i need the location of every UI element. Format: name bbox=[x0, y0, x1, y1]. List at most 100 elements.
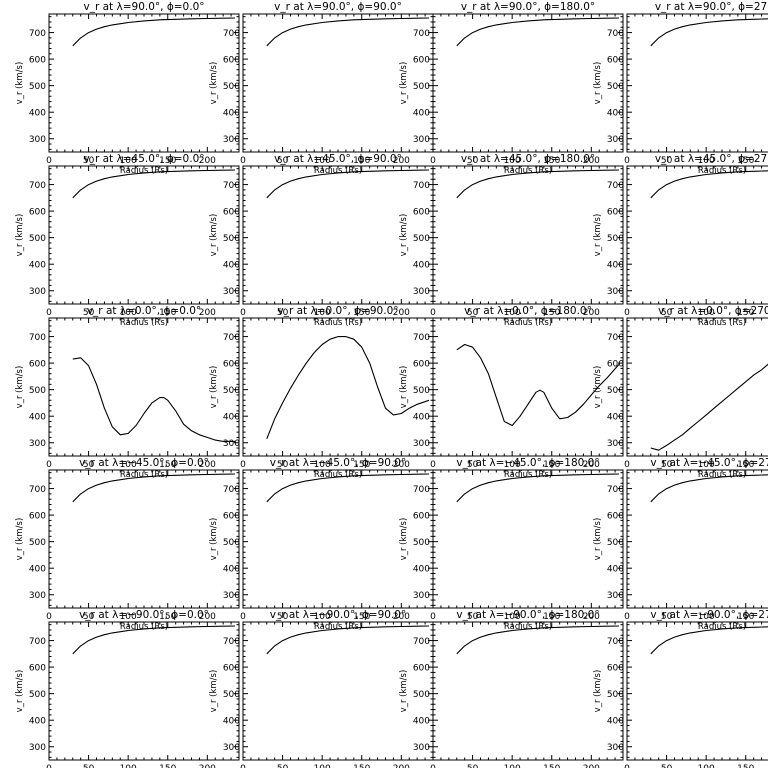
x-tick-label: 100 bbox=[120, 764, 137, 768]
y-tick-label: 400 bbox=[223, 565, 240, 575]
subplot-title: v_r at λ=45.0°, ϕ=180.0° bbox=[461, 153, 595, 165]
y-tick-label: 500 bbox=[223, 82, 240, 92]
x-axis-label: Radius (Rs) bbox=[504, 318, 552, 328]
y-tick-label: 300 bbox=[413, 439, 430, 449]
x-tick-label: 0 bbox=[430, 460, 436, 470]
subplot-title: v_r at λ=−90.0°, ϕ=0.0° bbox=[79, 609, 209, 621]
x-axis-label: Radius (Rs) bbox=[504, 166, 552, 176]
subplot-title: v_r at λ=90.0°, ϕ=270.0° bbox=[655, 1, 768, 13]
x-tick-label: 150 bbox=[737, 156, 754, 166]
x-tick-label: 0 bbox=[46, 764, 52, 768]
series-line bbox=[456, 625, 620, 655]
x-tick-label: 0 bbox=[46, 612, 52, 622]
y-tick-label: 400 bbox=[29, 261, 46, 271]
y-axis-label: v_r (km/s) bbox=[399, 670, 409, 713]
x-tick-label: 0 bbox=[240, 308, 246, 318]
y-tick-label: 300 bbox=[223, 591, 240, 601]
x-tick-label: 50 bbox=[83, 308, 95, 318]
y-tick-label: 500 bbox=[607, 386, 624, 396]
x-tick-label: 100 bbox=[120, 308, 137, 318]
x-tick-label: 0 bbox=[624, 764, 630, 768]
x-tick-label: 150 bbox=[543, 460, 560, 470]
x-axis-label: Radius (Rs) bbox=[314, 166, 362, 176]
y-tick-label: 300 bbox=[29, 743, 46, 753]
x-tick-label: 150 bbox=[543, 612, 560, 622]
x-axis-label: Radius (Rs) bbox=[698, 470, 746, 480]
x-tick-label: 100 bbox=[314, 612, 331, 622]
y-axis-label: v_r (km/s) bbox=[15, 670, 25, 713]
x-tick-label: 150 bbox=[159, 308, 176, 318]
x-tick-label: 0 bbox=[430, 156, 436, 166]
x-tick-label: 50 bbox=[661, 764, 673, 768]
subplot-title: v_r at λ=90.0°, ϕ=90.0° bbox=[274, 1, 402, 13]
x-tick-label: 150 bbox=[737, 764, 754, 768]
y-tick-label: 600 bbox=[607, 360, 624, 370]
x-tick-label: 0 bbox=[46, 308, 52, 318]
x-tick-label: 150 bbox=[543, 156, 560, 166]
x-tick-label: 50 bbox=[661, 156, 673, 166]
y-tick-label: 300 bbox=[607, 439, 624, 449]
y-axis-label: v_r (km/s) bbox=[399, 214, 409, 257]
y-tick-label: 700 bbox=[607, 29, 624, 39]
x-tick-label: 200 bbox=[199, 308, 216, 318]
subplot-title: v_r at λ=45.0°, ϕ=90.0° bbox=[274, 153, 402, 165]
x-tick-label: 200 bbox=[583, 156, 600, 166]
plot-frame bbox=[626, 469, 768, 609]
y-axis-label: v_r (km/s) bbox=[209, 518, 219, 561]
subplot-title: v_r at λ=0.0°, ϕ=90.0° bbox=[278, 305, 399, 317]
y-tick-label: 500 bbox=[29, 386, 46, 396]
y-tick-label: 400 bbox=[607, 565, 624, 575]
subplot-9: v_r at λ=0.0°, ϕ=0.0° 0 50 100 150 200 300 400 5… bbox=[15, 305, 240, 480]
y-tick-label: 400 bbox=[607, 413, 624, 423]
y-tick-label: 700 bbox=[607, 333, 624, 343]
y-tick-label: 400 bbox=[607, 261, 624, 271]
y-tick-label: 300 bbox=[223, 743, 240, 753]
x-tick-label: 100 bbox=[120, 460, 137, 470]
subplot-title: v_r at λ=−90.0°, ϕ=90.0° bbox=[270, 609, 406, 621]
y-tick-label: 400 bbox=[29, 413, 46, 423]
subplot-10: v_r at λ=0.0°, ϕ=90.0° 0 50 100 150 200 300 400… bbox=[209, 305, 434, 480]
x-axis-label: Radius (Rs) bbox=[314, 470, 362, 480]
y-tick-label: 300 bbox=[29, 591, 46, 601]
subplot-title: v_r at λ=0.0°, ϕ=180.0° bbox=[464, 305, 592, 317]
y-tick-label: 700 bbox=[223, 181, 240, 191]
x-axis-label: Radius (Rs) bbox=[120, 318, 168, 328]
series-line bbox=[72, 169, 236, 199]
subplot-8: v_r at λ=45.0°, ϕ=270.0°0501001502003004… bbox=[593, 153, 768, 328]
x-tick-label: 50 bbox=[661, 612, 673, 622]
y-tick-label: 700 bbox=[223, 333, 240, 343]
y-tick-label: 700 bbox=[413, 637, 430, 647]
y-tick-label: 600 bbox=[29, 664, 46, 674]
y-axis-label: v_r (km/s) bbox=[593, 214, 603, 257]
y-tick-label: 600 bbox=[413, 512, 430, 522]
x-tick-label: 100 bbox=[314, 156, 331, 166]
subplot-title: v_r at λ=−45.0°, ϕ=0.0° bbox=[79, 457, 209, 469]
series-line bbox=[72, 17, 236, 47]
x-tick-label: 150 bbox=[159, 460, 176, 470]
y-tick-label: 500 bbox=[223, 234, 240, 244]
y-tick-label: 600 bbox=[223, 360, 240, 370]
plot-frame bbox=[626, 13, 768, 153]
y-tick-label: 600 bbox=[223, 56, 240, 66]
series-line bbox=[266, 169, 430, 199]
y-tick-label: 700 bbox=[29, 29, 46, 39]
x-tick-label: 0 bbox=[240, 156, 246, 166]
y-axis-label: v_r (km/s) bbox=[15, 214, 25, 257]
x-axis-label: Radius (Rs) bbox=[504, 622, 552, 632]
y-tick-label: 400 bbox=[223, 109, 240, 119]
x-tick-label: 100 bbox=[698, 764, 715, 768]
subplot-title: v_r at λ=45.0°, ϕ=270.0° bbox=[655, 153, 768, 165]
plot-frame bbox=[626, 621, 768, 761]
x-tick-label: 200 bbox=[199, 612, 216, 622]
x-tick-label: 150 bbox=[543, 764, 560, 768]
x-tick-label: 200 bbox=[199, 764, 216, 768]
subplot-11: v_r at λ=0.0°, ϕ=180.0° 0 50 100 150 200 300 40… bbox=[399, 305, 624, 480]
y-axis-label: v_r (km/s) bbox=[209, 670, 219, 713]
x-tick-label: 100 bbox=[314, 764, 331, 768]
y-axis-label: v_r (km/s) bbox=[209, 214, 219, 257]
x-tick-label: 50 bbox=[467, 156, 479, 166]
x-tick-label: 0 bbox=[430, 308, 436, 318]
y-tick-label: 400 bbox=[413, 565, 430, 575]
